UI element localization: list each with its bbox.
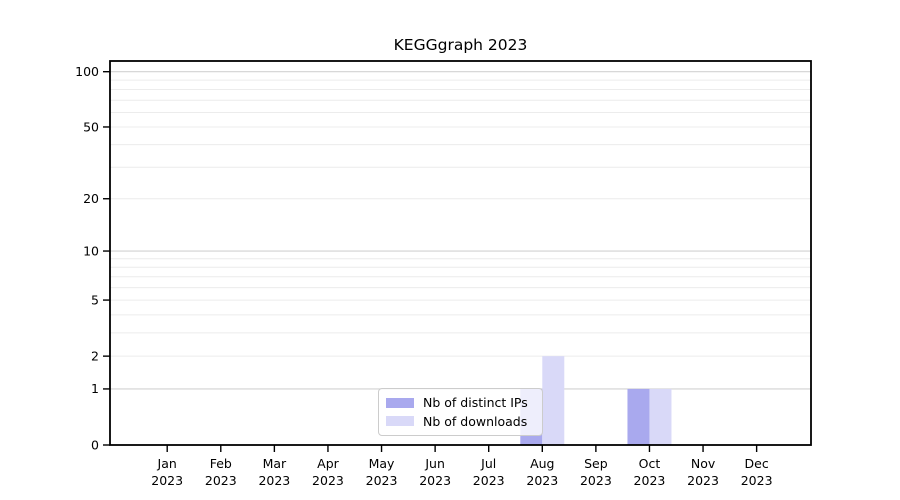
- y-tick-label: 10: [83, 243, 99, 258]
- y-tick-label: 1: [91, 381, 99, 396]
- legend-label-downloads: Nb of downloads: [423, 413, 528, 429]
- legend-entry-distinct-ips: Nb of distinct IPs: [379, 395, 542, 410]
- x-tick-label-year: 2023: [312, 473, 344, 488]
- y-tick-label: 50: [83, 119, 99, 134]
- chart-title: KEGGgraph 2023: [393, 36, 528, 54]
- x-tick-label-year: 2023: [419, 473, 451, 488]
- x-tick-label-month: Jul: [480, 456, 496, 471]
- legend-box: Nb of distinct IPs Nb of downloads: [378, 388, 543, 436]
- bar-oct-downloads: [649, 388, 672, 445]
- x-tick-label-year: 2023: [205, 473, 237, 488]
- y-tick-label: 2: [91, 348, 99, 363]
- x-tick-label-year: 2023: [151, 473, 183, 488]
- y-tick-label: 0: [91, 437, 99, 452]
- x-tick-label-year: 2023: [258, 473, 290, 488]
- x-tick-label-year: 2023: [634, 473, 666, 488]
- bar-oct-distinct-ips: [627, 388, 650, 445]
- x-tick-label-month: Aug: [530, 456, 554, 471]
- x-tick-label-month: Jan: [157, 456, 177, 471]
- x-tick-label-month: Mar: [263, 456, 287, 471]
- legend-entry-downloads: Nb of downloads: [379, 414, 542, 429]
- x-tick-label-month: Apr: [317, 456, 339, 471]
- x-tick-label-year: 2023: [526, 473, 558, 488]
- x-tick-label-month: May: [369, 456, 395, 471]
- x-tick-label-month: Sep: [584, 456, 608, 471]
- x-tick-label-month: Jun: [424, 456, 445, 471]
- x-tick-label-year: 2023: [741, 473, 773, 488]
- legend-label-distinct-ips: Nb of distinct IPs: [423, 395, 528, 411]
- legend-swatch-downloads: [386, 415, 414, 427]
- x-tick-label-year: 2023: [580, 473, 612, 488]
- y-tick-label: 5: [91, 292, 99, 307]
- x-tick-label-year: 2023: [687, 473, 719, 488]
- x-tick-label-month: Nov: [691, 456, 716, 471]
- bar-aug-downloads: [542, 356, 565, 445]
- plot-border: [109, 60, 812, 446]
- legend-swatch-distinct-ips: [386, 397, 414, 409]
- y-tick-label: 20: [83, 191, 99, 206]
- x-tick-label-month: Dec: [745, 456, 769, 471]
- x-tick-label-month: Oct: [639, 456, 661, 471]
- x-tick-label-year: 2023: [473, 473, 505, 488]
- x-tick-label-year: 2023: [366, 473, 398, 488]
- x-tick-label-month: Feb: [210, 456, 232, 471]
- y-tick-label: 100: [75, 64, 99, 79]
